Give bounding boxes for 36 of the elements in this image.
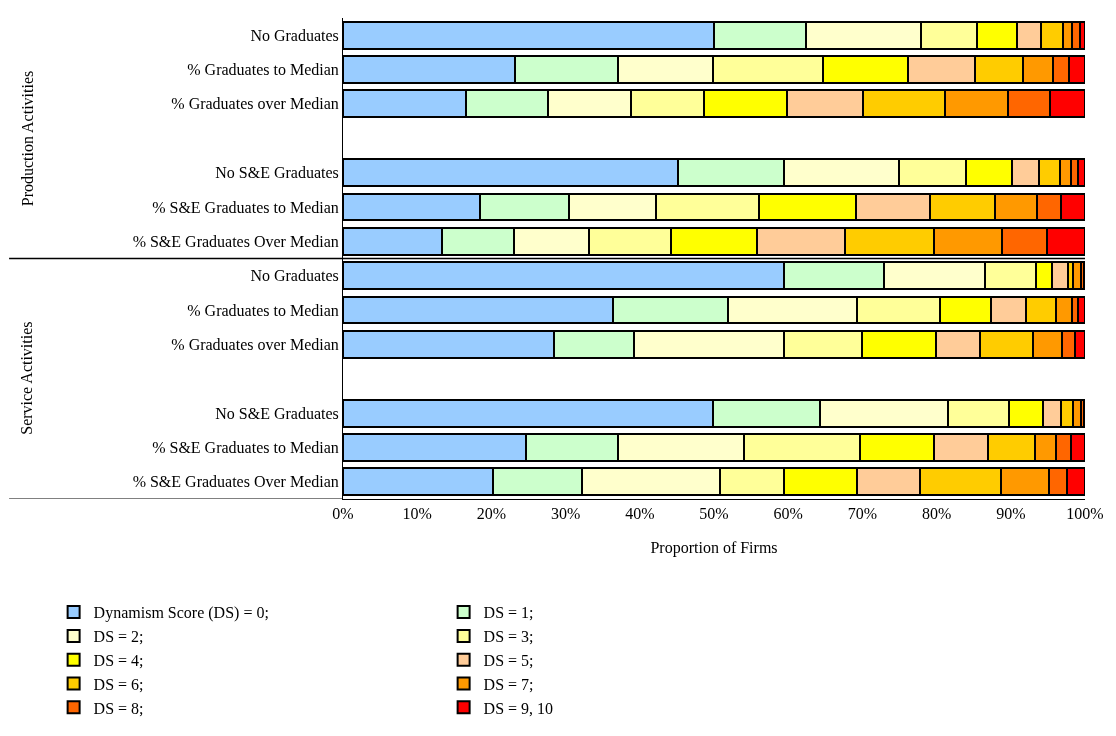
legend-label: DS = 5; — [483, 651, 534, 669]
y-tick-label: % S&E Graduates Over Median — [132, 473, 339, 491]
y-tick-label: % S&E Graduates Over Median — [132, 232, 339, 250]
legend-label: DS = 3; — [483, 628, 534, 646]
x-axis-title: Proportion of Firms — [650, 538, 778, 557]
y-tick-label: % S&E Graduates to Median — [152, 198, 339, 216]
y-tick-label: % Graduates to Median — [187, 301, 339, 319]
x-tick-label: 0% — [332, 505, 354, 523]
legend-label: DS = 9, 10 — [483, 699, 554, 717]
legend-label: DS = 4; — [93, 651, 144, 669]
y-tick-label: % Graduates over Median — [171, 335, 339, 353]
y-tick-label: No S&E Graduates — [215, 404, 339, 422]
legend-label: DS = 7; — [483, 675, 534, 693]
x-tick-label: 40% — [625, 505, 655, 523]
y-tick-label: No S&E Graduates — [215, 164, 339, 182]
text: Production Activities — [18, 70, 36, 207]
y-tick-label: % Graduates over Median — [171, 95, 339, 113]
x-tick-label: 10% — [402, 505, 432, 523]
legend-label: DS = 6; — [93, 675, 144, 693]
y-tick-label: No Graduates — [250, 26, 339, 44]
text: Service Activities — [18, 321, 36, 435]
legend-label: DS = 1; — [483, 604, 534, 622]
y-tick-label: % S&E Graduates to Median — [152, 439, 339, 457]
x-tick-label: 60% — [773, 505, 803, 523]
legend-label: DS = 2; — [93, 628, 144, 646]
x-tick-label: 50% — [699, 505, 729, 523]
y-tick-label: No Graduates — [250, 267, 339, 285]
x-tick-label: 20% — [476, 505, 507, 523]
x-tick-label: 80% — [921, 505, 952, 523]
legend-label: DS = 8; — [93, 699, 144, 717]
x-tick-label: 90% — [996, 505, 1026, 523]
x-tick-label: 100% — [1066, 505, 1104, 523]
x-tick-label: 30% — [550, 505, 581, 523]
y-tick-label: % Graduates to Median — [187, 61, 339, 79]
x-tick-label: 70% — [847, 505, 878, 523]
legend-label: Dynamism Score (DS) = 0; — [93, 604, 269, 623]
